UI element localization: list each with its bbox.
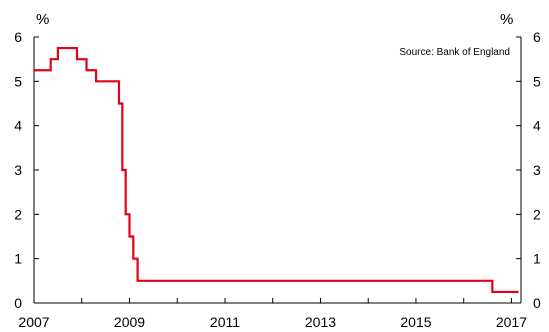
y-tick-label-right: 2 (533, 206, 541, 222)
y-tick-label-right: 1 (533, 251, 541, 267)
x-tick-label: 2015 (400, 314, 431, 330)
y-tick-label-right: 5 (533, 73, 541, 89)
bank-rate-line (34, 46, 519, 294)
axes (33, 37, 522, 304)
y-tick-label-left: 4 (14, 118, 22, 134)
y-tick-label-left: 5 (14, 73, 22, 89)
ticks (33, 36, 521, 304)
y-tick-label-left: 0 (14, 295, 22, 311)
x-tick-label: 2007 (18, 314, 49, 330)
source-annotation: Source: Bank of England (399, 47, 510, 58)
x-tick-label: 2013 (305, 314, 336, 330)
x-tick-label: 2017 (496, 314, 527, 330)
y-tick-label-left: 3 (14, 162, 22, 178)
y-tick-label-right: 0 (533, 295, 541, 311)
right-unit-label: % (500, 11, 513, 28)
y-tick-label-right: 4 (533, 118, 541, 134)
y-tick-label-left: 1 (14, 251, 22, 267)
y-tick-label-left: 2 (14, 206, 22, 222)
x-tick-label: 2009 (114, 314, 145, 330)
x-tick-label: 2011 (210, 314, 240, 330)
tick-labels: 0 0 1 1 2 2 3 3 4 4 5 5 6 6 2007 2009 2011 2013 2015 2017 (14, 29, 541, 330)
y-tick-label-left: 6 (14, 29, 22, 45)
y-tick-label-right: 6 (533, 29, 541, 45)
left-unit-label: % (36, 11, 49, 28)
y-tick-label-right: 3 (533, 162, 541, 178)
